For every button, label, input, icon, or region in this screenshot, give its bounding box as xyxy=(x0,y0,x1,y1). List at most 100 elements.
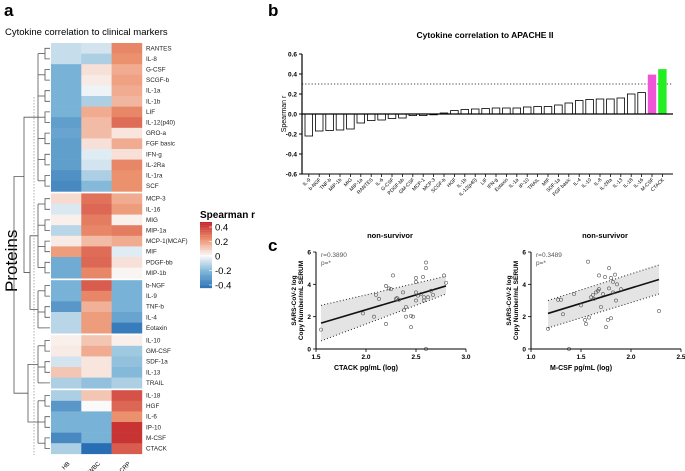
bar xyxy=(627,93,636,115)
dendrogram-branch xyxy=(23,116,38,273)
heatmap-cell xyxy=(81,356,112,368)
dendrogram-branch xyxy=(44,395,50,407)
bar-category-label: IL-13 xyxy=(612,177,624,189)
heatmap-cell xyxy=(81,432,112,444)
data-point xyxy=(572,292,576,296)
heatmap-row-label: IL-10 xyxy=(146,338,161,345)
data-point xyxy=(372,314,376,319)
bar-y-tick-label: 0.2 xyxy=(288,92,297,99)
colorbar-segment xyxy=(200,231,212,234)
heatmap-cell xyxy=(81,345,112,357)
heatmap-cell xyxy=(81,170,112,182)
heatmap-cell xyxy=(111,170,143,182)
heatmap-cell xyxy=(111,204,143,215)
heatmap-cell xyxy=(81,377,112,389)
bar-y-tick-label: 0.0 xyxy=(288,112,297,119)
data-point xyxy=(426,295,430,300)
dendrogram-branch xyxy=(44,306,50,318)
bar xyxy=(658,69,667,115)
heatmap-cell xyxy=(111,106,143,118)
heatmap-cell xyxy=(51,127,82,139)
bar-category-label: IL-1a xyxy=(508,177,520,189)
data-point xyxy=(391,273,395,278)
bar-chart-title: Cytokine correlation to APACHE II xyxy=(417,30,554,40)
scatter-ylabel-line1: SARS-CoV-2 log xyxy=(506,275,513,325)
scatter-x-tick-label: 3.0 xyxy=(461,354,470,361)
data-point xyxy=(601,292,605,296)
heatmap-row-label: G-CSF xyxy=(146,67,166,74)
bar xyxy=(512,107,521,115)
scatter-x-tick-label: 2.0 xyxy=(626,354,635,361)
heatmap-cell xyxy=(81,106,112,118)
colorbar-segment xyxy=(200,236,212,239)
data-point xyxy=(377,296,381,301)
heatmap-row-label: IL-16 xyxy=(146,206,161,213)
heatmap-cell xyxy=(111,432,143,444)
dendrogram-branch xyxy=(44,175,50,187)
colorbar-segment xyxy=(200,274,212,277)
colorbar-tick-label: 0.2 xyxy=(215,237,228,248)
heatmap-cell xyxy=(81,290,112,302)
dendrogram-branch xyxy=(44,416,50,428)
heatmap-cell xyxy=(51,400,82,412)
data-point xyxy=(444,280,448,285)
heatmap-cell xyxy=(51,235,82,247)
heatmap-cell xyxy=(51,106,82,118)
heatmap-cell xyxy=(51,390,82,402)
heatmap-row-label: LIF xyxy=(146,109,155,116)
heatmap: RANTES IL-8 G-CSF SCGF-b IL-1a IL-1b LIF IL-12(… xyxy=(51,43,188,471)
scatter-xlabel: M-CSF pg/mL (log) xyxy=(550,365,612,372)
dendrogram-branch xyxy=(44,285,50,297)
heatmap-row-label: TNF-b xyxy=(146,304,164,311)
data-point xyxy=(609,316,613,321)
data-point xyxy=(597,287,601,292)
heatmap-cell xyxy=(51,204,82,215)
data-point xyxy=(384,284,388,288)
colorbar-segment xyxy=(200,264,212,267)
heatmap-row-label: GM-CSF xyxy=(146,348,171,355)
colorbar-segment xyxy=(200,286,212,289)
heatmap-cell xyxy=(81,96,112,107)
heatmap-cell xyxy=(51,280,82,292)
data-point xyxy=(607,266,611,271)
bar xyxy=(523,106,532,115)
heatmap-cell xyxy=(81,138,112,150)
data-point xyxy=(611,290,615,295)
bar xyxy=(304,113,313,137)
colorbar-tick-label: 0 xyxy=(215,252,220,263)
heatmap-cell xyxy=(111,257,143,268)
data-point xyxy=(431,292,435,297)
colorbar-segment xyxy=(200,223,212,226)
colorbar-segment xyxy=(200,225,212,228)
heatmap-cell xyxy=(111,322,143,334)
heatmap-cell xyxy=(111,74,143,86)
heatmap-cell xyxy=(51,432,82,444)
scatter-y-tick-label: 4 xyxy=(307,282,311,289)
heatmap-cell xyxy=(111,246,143,258)
data-point xyxy=(401,290,405,295)
bar xyxy=(502,107,511,115)
heatmap-row-label: MIP-1b xyxy=(146,270,167,277)
colorbar-segment xyxy=(200,284,212,287)
heatmap-cell xyxy=(111,377,143,389)
heatmap-cell xyxy=(81,127,112,139)
heatmap-cell xyxy=(81,267,112,279)
heatmap-cell xyxy=(81,85,112,97)
colorbar-segment xyxy=(200,253,212,256)
data-point xyxy=(604,325,608,330)
dendrogram-branch xyxy=(44,69,50,81)
heatmap-cell xyxy=(51,377,82,389)
heatmap-cell xyxy=(81,322,112,334)
heatmap-cell xyxy=(81,257,112,268)
data-point xyxy=(414,275,418,280)
heatmap-cell xyxy=(81,443,112,455)
data-point xyxy=(607,286,611,291)
dendrogram-branch xyxy=(44,437,50,449)
data-point xyxy=(597,273,601,278)
correlation-r: r=0.3890 xyxy=(321,252,347,259)
data-point xyxy=(619,287,623,292)
data-point xyxy=(422,295,426,300)
dendrogram-branch xyxy=(44,111,50,123)
data-point xyxy=(583,317,587,322)
data-point xyxy=(409,325,413,330)
